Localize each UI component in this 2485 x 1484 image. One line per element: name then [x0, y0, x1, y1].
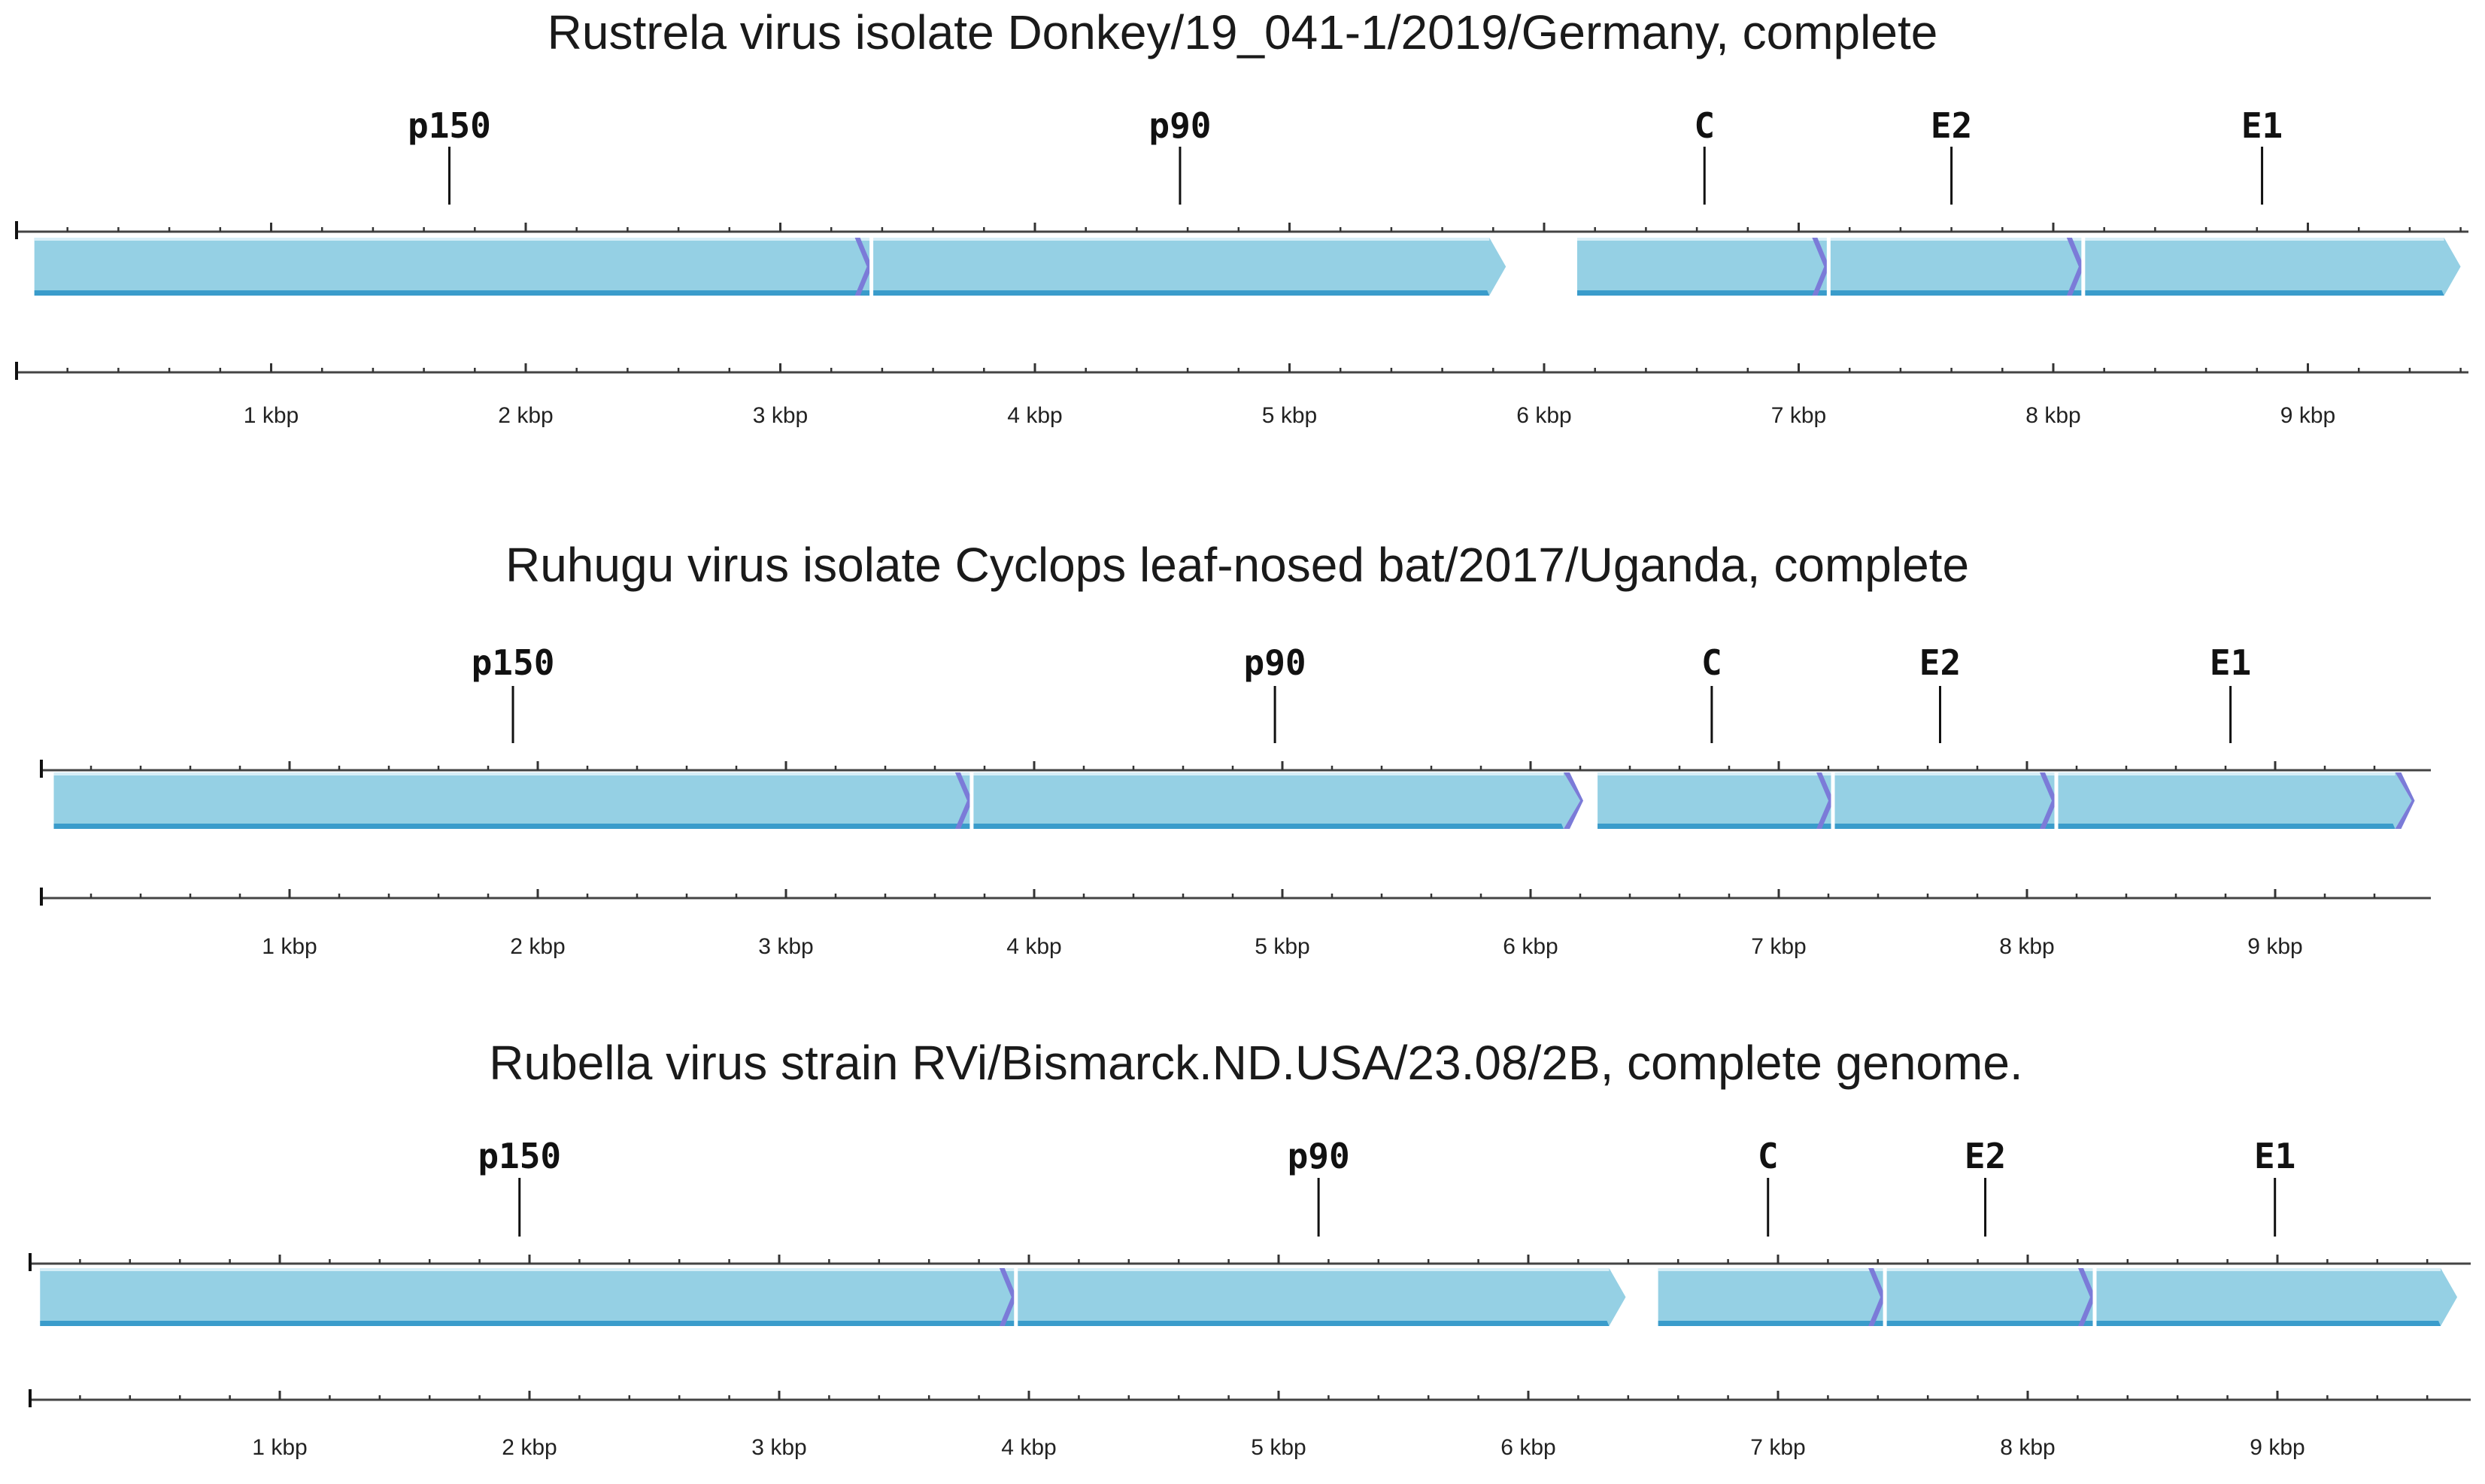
gene-label: C [1701, 642, 1722, 683]
axis-tick-label: 2 kbp [510, 934, 565, 959]
gene-label: p90 [1148, 105, 1211, 146]
gene-label: E1 [2254, 1136, 2295, 1176]
gene-label: p90 [1244, 642, 1306, 683]
axis-tick-label: 4 kbp [1001, 1435, 1056, 1460]
genome-map-rustrela: Rustrela virus isolate Donkey/19_041-1/2… [15, 5, 2468, 428]
orf-track [34, 238, 2461, 296]
bottom-ruler: 1 kbp 2 kbp 3 kbp 4 kbp 5 kbp 6 kbp 7 kbp 8 kbp… [15, 362, 2468, 428]
axis-tick-label: 6 kbp [1500, 1435, 1555, 1460]
cleavage-site-marker [999, 1268, 1017, 1326]
orf-shadow [53, 824, 1564, 829]
cleavage-site-marker [1868, 1268, 1886, 1326]
axis-tick-label: 1 kbp [244, 403, 299, 428]
orf-arrow [53, 772, 1583, 829]
top-ruler [29, 1253, 2471, 1271]
axis-tick-label: 4 kbp [1007, 403, 1062, 428]
orf-body [34, 238, 1506, 296]
gene-label: p150 [472, 642, 555, 683]
axis-tick-label: 7 kbp [1751, 934, 1806, 959]
genome-map-ruhugu: Ruhugu virus isolate Cyclops leaf-nosed … [40, 538, 2431, 959]
axis-tick-label: 9 kbp [2250, 1435, 2304, 1460]
cleavage-site-marker [2066, 238, 2084, 296]
gene-label: p150 [408, 105, 491, 146]
gene-label: E1 [2210, 642, 2251, 683]
map-title: Rustrela virus isolate Donkey/19_041-1/2… [548, 5, 1938, 59]
gene-label: E1 [2241, 105, 2283, 146]
gene-label: p90 [1288, 1136, 1350, 1176]
orf-body [1577, 238, 2461, 296]
axis-tick-label: 5 kbp [1262, 403, 1317, 428]
axis-tick-label: 3 kbp [753, 403, 808, 428]
orf-arrow [1658, 1268, 2458, 1326]
orf-arrow [34, 238, 1506, 296]
bottom-ruler: 1 kbp 2 kbp 3 kbp 4 kbp 5 kbp 6 kbp 7 kbp 8 kbp… [29, 1389, 2471, 1460]
axis-tick-label: 5 kbp [1255, 934, 1309, 959]
orf-track [53, 772, 2415, 829]
orf-end-marker [2395, 772, 2415, 829]
orf-shadow [1577, 290, 2444, 296]
orf-shadow [1598, 824, 2395, 829]
orf-body [53, 772, 1580, 829]
map-title: Ruhugu virus isolate Cyclops leaf-nosed … [505, 538, 1969, 592]
axis-tick-label: 7 kbp [1750, 1435, 1805, 1460]
gene-label: E2 [1919, 642, 1961, 683]
cleavage-site-marker [954, 772, 972, 829]
orf-body [40, 1268, 1626, 1326]
orf-body [1598, 772, 2412, 829]
axis-tick-label: 7 kbp [1771, 403, 1826, 428]
cleavage-site-marker [1816, 772, 1834, 829]
axis-tick-label: 3 kbp [758, 934, 813, 959]
gene-label: C [1694, 105, 1715, 146]
gene-labels: p150 p90 C E2 E1 [408, 105, 2283, 205]
gene-labels: p150 p90 C E2 E1 [472, 642, 2251, 743]
cleavage-site-marker [1812, 238, 1830, 296]
cleavage-site-marker [2040, 772, 2057, 829]
axis-tick-label: 3 kbp [751, 1435, 806, 1460]
orf-track [40, 1268, 2458, 1326]
axis-tick-label: 8 kbp [2025, 403, 2080, 428]
orf-shadow [34, 290, 1490, 296]
orf-end-marker [1564, 772, 1583, 829]
gene-label: E2 [1965, 1136, 2006, 1176]
cleavage-site-marker [2078, 1268, 2095, 1326]
cleavage-site-marker [854, 238, 872, 296]
axis-tick-label: 1 kbp [252, 1435, 307, 1460]
orf-arrow [40, 1268, 1626, 1326]
axis-tick-label: 6 kbp [1503, 934, 1558, 959]
gene-labels: p150 p90 C E2 E1 [478, 1136, 2295, 1237]
axis-tick-label: 9 kbp [2280, 403, 2335, 428]
axis-tick-label: 8 kbp [1999, 934, 2054, 959]
axis-tick-label: 6 kbp [1516, 403, 1571, 428]
gene-label: C [1758, 1136, 1779, 1176]
genome-map-rubella: Rubella virus strain RVi/Bismarck.ND.USA… [29, 1036, 2471, 1460]
axis-tick-label: 5 kbp [1251, 1435, 1306, 1460]
top-ruler [40, 760, 2431, 778]
map-title: Rubella virus strain RVi/Bismarck.ND.USA… [489, 1036, 2022, 1090]
axis-tick-label: 1 kbp [262, 934, 317, 959]
orf-shadow [40, 1321, 1610, 1326]
orf-arrow [1598, 772, 2415, 829]
axis-tick-label: 2 kbp [502, 1435, 557, 1460]
gene-label: p150 [478, 1136, 561, 1176]
axis-tick-label: 9 kbp [2247, 934, 2302, 959]
axis-tick-label: 8 kbp [2000, 1435, 2055, 1460]
axis-tick-label: 2 kbp [498, 403, 553, 428]
orf-body [1658, 1268, 2458, 1326]
orf-shadow [1658, 1321, 2441, 1326]
gene-label: E2 [1931, 105, 1972, 146]
top-ruler [15, 221, 2468, 239]
axis-tick-label: 4 kbp [1006, 934, 1061, 959]
orf-arrow [1577, 238, 2461, 296]
bottom-ruler: 1 kbp 2 kbp 3 kbp 4 kbp 5 kbp 6 kbp 7 kbp 8 kbp… [40, 888, 2431, 959]
